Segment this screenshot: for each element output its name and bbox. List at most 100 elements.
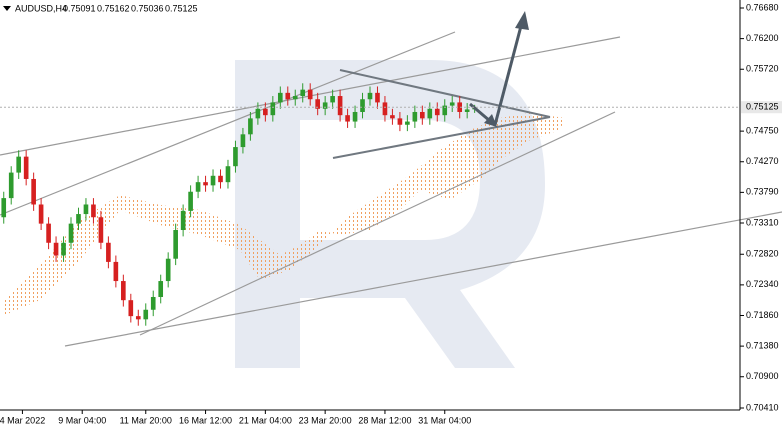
watermark xyxy=(235,60,545,368)
candle-body xyxy=(143,309,149,320)
candle-body xyxy=(412,111,418,122)
y-tick-label: 0.71380 xyxy=(746,340,779,350)
candle-body xyxy=(31,178,36,205)
candle-body xyxy=(98,217,104,243)
candle-body xyxy=(427,108,433,119)
candles xyxy=(1,83,477,326)
candle-body xyxy=(337,96,343,116)
candle-body xyxy=(68,223,74,243)
x-tick-label: 31 Mar 04:00 xyxy=(418,415,471,425)
candle-body xyxy=(420,111,425,119)
x-tick-label: 21 Mar 04:00 xyxy=(239,415,292,425)
candle-body xyxy=(233,147,238,167)
candle-body xyxy=(464,109,470,112)
candle-body xyxy=(345,115,350,122)
candle-body xyxy=(106,242,111,262)
y-tick-label: 0.73790 xyxy=(746,187,779,197)
y-tick-label: 0.72820 xyxy=(746,249,779,259)
candle-body xyxy=(8,172,14,199)
y-tick-label: 0.73310 xyxy=(746,217,779,227)
y-tick-label: 0.70410 xyxy=(746,402,779,412)
header-high: 0.75162 xyxy=(97,3,130,13)
x-tick-label: 4 Mar 2022 xyxy=(0,415,45,425)
candle-body xyxy=(225,166,231,183)
candle-body xyxy=(360,99,365,112)
y-tick-label: 0.71860 xyxy=(746,310,779,320)
candle-body xyxy=(180,210,186,231)
candle-body xyxy=(240,134,246,148)
y-tick-label: 0.75720 xyxy=(746,64,779,74)
candle-body xyxy=(352,111,358,122)
candle-body xyxy=(382,102,388,116)
candle-body xyxy=(270,102,276,116)
candle-body xyxy=(397,118,403,125)
candle-body xyxy=(91,204,96,218)
candle-body xyxy=(76,214,81,224)
candle-body xyxy=(203,182,208,186)
candle-body xyxy=(23,156,29,179)
x-tick-label: 23 Mar 20:00 xyxy=(299,415,352,425)
ichimoku-cloud xyxy=(5,113,565,315)
candle-body xyxy=(390,115,395,119)
candle-body xyxy=(128,300,134,317)
candle-body xyxy=(158,281,164,297)
triangle xyxy=(332,69,551,159)
candle-body xyxy=(307,89,313,100)
candle-body xyxy=(46,223,51,243)
candle-body xyxy=(1,198,7,218)
y-tick-label: 0.76200 xyxy=(746,33,779,43)
candle-body xyxy=(135,316,141,320)
candle-body xyxy=(61,242,66,256)
y-tick-label: 0.72340 xyxy=(746,279,779,289)
header: AUDUSD,H4 0.75091 0.75162 0.75036 0.7512… xyxy=(3,3,198,13)
candle-body xyxy=(210,175,216,186)
candle-body xyxy=(195,182,201,192)
candle-body xyxy=(173,230,178,259)
candle-body xyxy=(113,261,119,282)
candle-body xyxy=(315,99,320,109)
candle-body xyxy=(292,96,298,100)
y-tick-label: 0.70900 xyxy=(746,371,779,381)
header-open: 0.75091 xyxy=(63,3,96,13)
candle-body xyxy=(218,175,223,183)
candle-body xyxy=(255,108,261,119)
candle-body xyxy=(38,204,44,224)
candle-body xyxy=(367,92,373,100)
candle-body xyxy=(375,92,380,103)
candle-body xyxy=(457,102,463,112)
x-tick-label: 16 Mar 12:00 xyxy=(179,415,232,425)
dropdown-icon xyxy=(3,6,11,11)
x-tick-label: 11 Mar 20:00 xyxy=(120,415,172,425)
candle-body xyxy=(300,89,306,97)
candle-body xyxy=(83,204,89,215)
symbol: AUDUSD,H4 xyxy=(15,3,67,13)
candle-body xyxy=(188,191,193,211)
price-label: 0.75125 xyxy=(746,102,779,112)
candle-body xyxy=(442,105,448,116)
y-tick-label: 0.76680 xyxy=(746,2,779,12)
x-tick-label: 9 Mar 04:00 xyxy=(58,415,106,425)
candle-body xyxy=(263,108,268,116)
candle-body xyxy=(449,102,455,106)
price-tag xyxy=(741,101,782,114)
candle-body xyxy=(53,242,59,256)
header-low: 0.75036 xyxy=(131,3,164,13)
candle-body xyxy=(121,281,126,301)
candle-body xyxy=(165,258,171,282)
header-close: 0.75125 xyxy=(165,3,198,13)
candle-body xyxy=(285,92,291,100)
x-tick-label: 28 Mar 12:00 xyxy=(358,415,411,425)
candle-body xyxy=(277,92,283,103)
candle-body xyxy=(405,121,410,125)
candle-body xyxy=(16,156,22,173)
y-tick-label: 0.74750 xyxy=(746,126,779,136)
candle-body xyxy=(248,118,253,135)
candle-body xyxy=(434,108,440,116)
candle-body xyxy=(330,96,335,103)
y-tick-label: 0.74270 xyxy=(746,156,779,166)
candle-body xyxy=(150,296,156,310)
candle-body xyxy=(322,102,328,109)
